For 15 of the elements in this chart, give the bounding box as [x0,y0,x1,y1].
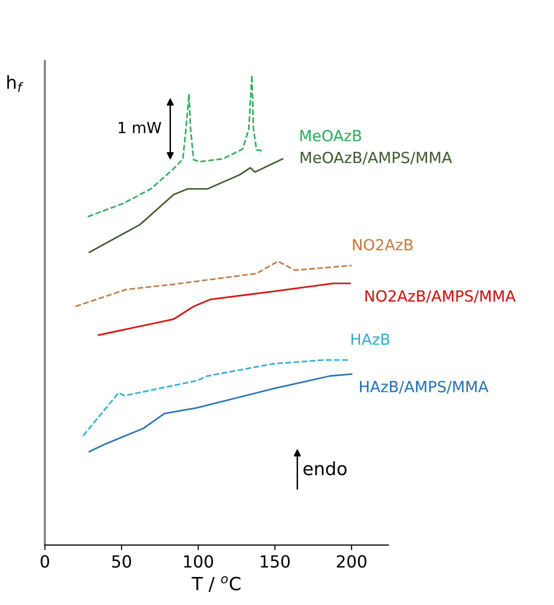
series-label: HAzB [352,334,390,345]
annotation: 1 mW [118,122,162,134]
x-tick-label: 150 [260,555,290,568]
series-label: HAzB/AMPS/MMA [360,380,488,394]
series-label: NO2AzB/AMPS/MMA [365,290,516,303]
series-label: NO2AzB [353,238,413,250]
x-tick-label: 50 [112,555,132,568]
x-tick-label: 200 [336,555,366,568]
x-tick-label: 100 [184,555,214,568]
annotation: endo [303,461,347,476]
x-tick-label: 0 [40,555,50,568]
series-label: MeOAzB/AMPS/MMA [300,152,452,164]
x-axis-title: T / $^{o}$C [192,576,240,592]
text: MeOAzB [300,130,362,142]
y-axis-title: h$_{f}$ [7,75,24,92]
